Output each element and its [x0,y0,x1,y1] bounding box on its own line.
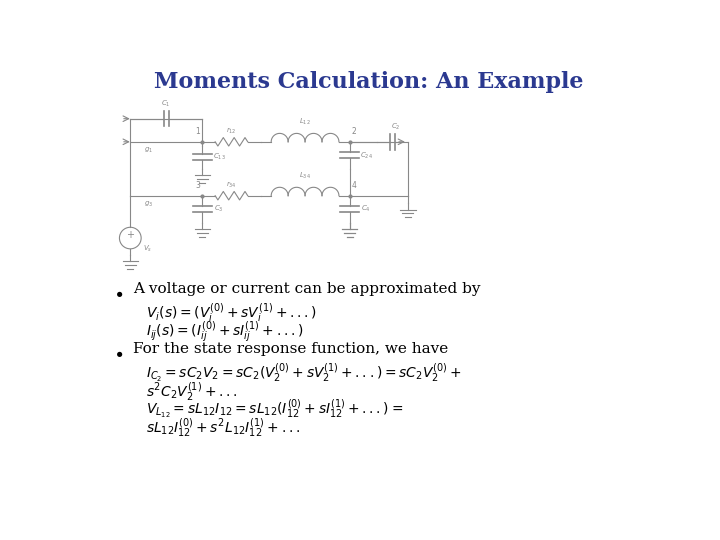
Text: $L_{12}$: $L_{12}$ [300,117,311,127]
Text: $I_{ij}(s) = (I_{ij}^{(0)} + sI_{ij}^{(1)} + ...)$: $I_{ij}(s) = (I_{ij}^{(0)} + sI_{ij}^{(1… [145,320,303,346]
Text: $C_4$: $C_4$ [361,204,371,214]
Text: $r_{12}$: $r_{12}$ [226,125,237,136]
Text: $C_2$: $C_2$ [392,122,401,132]
Text: $\bullet$: $\bullet$ [113,284,124,302]
Text: $s^2C_2V_2^{(1)} + ...$: $s^2C_2V_2^{(1)} + ...$ [145,381,238,403]
Text: $V_s$: $V_s$ [143,244,153,254]
Text: $C_1$: $C_1$ [161,98,171,109]
Text: For the state response function, we have: For the state response function, we have [132,342,448,356]
Text: $g_3$: $g_3$ [143,200,153,209]
Text: $L_{34}$: $L_{34}$ [299,171,311,181]
Text: +: + [126,230,135,240]
Text: Moments Calculation: An Example: Moments Calculation: An Example [154,71,584,93]
Text: 1: 1 [195,127,200,136]
Text: $C_{24}$: $C_{24}$ [361,151,374,161]
Text: 3: 3 [195,180,200,190]
Text: $g_1$: $g_1$ [143,146,153,155]
Text: $C_{13}$: $C_{13}$ [213,152,226,163]
Text: $\bullet$: $\bullet$ [113,343,124,362]
Text: $sL_{12}I_{12}^{(0)} + s^2L_{12}I_{12}^{(1)} + ...$: $sL_{12}I_{12}^{(0)} + s^2L_{12}I_{12}^{… [145,417,300,439]
Text: $I_{C_2} = sC_2V_2 = sC_2(V_2^{(0)}+sV_2^{(1)}+...) = sC_2V_2^{(0)}+$: $I_{C_2} = sC_2V_2 = sC_2(V_2^{(0)}+sV_2… [145,361,462,384]
Text: 2: 2 [352,127,356,136]
Text: A voltage or current can be approximated by: A voltage or current can be approximated… [132,282,480,296]
Text: $V_i(s) = (V_i^{(0)} + sV_i^{(1)} + ...)$: $V_i(s) = (V_i^{(0)} + sV_i^{(1)} + ...)… [145,302,317,325]
Text: $r_{34}$: $r_{34}$ [226,179,237,190]
Text: $C_3$: $C_3$ [214,204,224,214]
Text: $V_{L_{12}} = sL_{12}I_{12} = sL_{12}(I_{12}^{(0)} + sI_{12}^{(1)} + ...) =$: $V_{L_{12}} = sL_{12}I_{12} = sL_{12}(I_… [145,397,403,420]
Text: 4: 4 [352,180,357,190]
